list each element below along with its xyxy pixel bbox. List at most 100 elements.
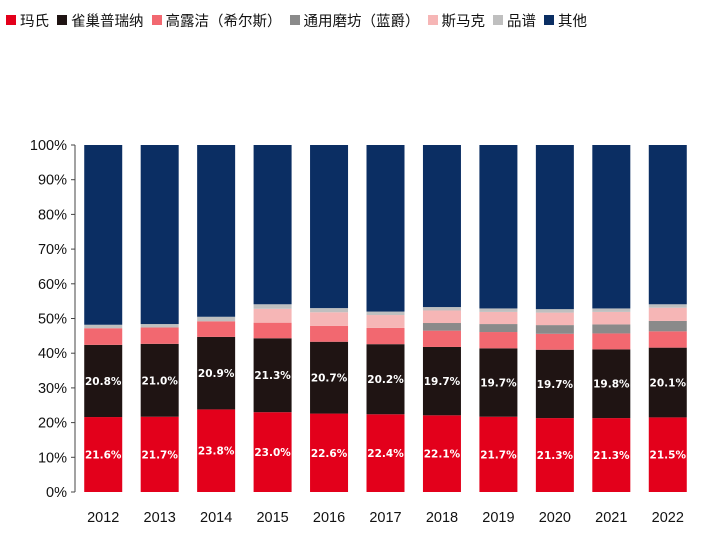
data-label: 20.9% <box>198 368 235 380</box>
legend-label: 高露洁（希尔斯） <box>165 13 282 30</box>
bar-segment <box>535 145 574 310</box>
bar-segment <box>197 145 236 317</box>
data-label: 21.6% <box>85 450 122 462</box>
bar-segment <box>648 320 687 332</box>
legend-swatch <box>151 15 162 25</box>
y-tick-label: 60% <box>38 277 67 293</box>
bar-segment <box>366 145 405 312</box>
bar-segment <box>366 311 405 316</box>
legend-swatch <box>289 15 300 25</box>
y-tick-label: 50% <box>38 312 67 328</box>
legend-item: 斯马克 <box>427 10 486 31</box>
x-tick-label: 2020 <box>539 510 571 526</box>
y-tick-label: 80% <box>38 207 67 223</box>
bar-segment <box>592 333 631 350</box>
bar-segment <box>253 338 292 413</box>
x-tick-label: 2014 <box>200 510 232 526</box>
bar-segment <box>310 325 349 342</box>
bar-segment <box>310 413 349 492</box>
bar-segment <box>140 343 179 417</box>
legend-swatch <box>427 15 438 25</box>
bar-segment <box>310 312 349 326</box>
bar-segment <box>648 304 687 308</box>
bar-segment <box>535 349 574 419</box>
bar-segment <box>479 324 518 333</box>
bar-segment <box>140 324 179 328</box>
legend-item: 其他 <box>544 10 587 31</box>
data-label: 21.0% <box>141 375 178 387</box>
data-label: 21.3% <box>593 450 630 462</box>
bar-segment <box>592 349 631 419</box>
y-tick-label: 90% <box>38 173 67 189</box>
bar-segment <box>253 308 292 323</box>
bar-segment <box>479 145 518 309</box>
bar-segment <box>84 324 123 329</box>
bar-segment <box>592 418 631 492</box>
data-label: 19.8% <box>593 379 630 391</box>
data-label: 21.3% <box>537 450 574 462</box>
bar-segment <box>535 309 574 313</box>
legend-label: 玛氏 <box>20 13 49 30</box>
legend-label: 其他 <box>558 13 587 30</box>
bar-segment <box>535 333 574 350</box>
bar-segment <box>648 347 687 418</box>
data-label: 21.7% <box>480 449 517 461</box>
x-tick-label: 2022 <box>652 510 684 526</box>
bar-segment <box>84 344 123 418</box>
bar-segment <box>84 328 123 345</box>
legend-label: 品谱 <box>507 13 536 30</box>
bar-segment <box>592 145 631 309</box>
bar-segment <box>253 145 292 305</box>
y-tick-label: 30% <box>38 381 67 397</box>
legend: 玛氏 雀巢普瑞纳 高露洁（希尔斯） 通用磨坊（蓝爵） 斯马克 品谱 其他 <box>6 8 704 32</box>
x-tick-label: 2019 <box>482 510 514 526</box>
data-label: 22.6% <box>311 448 348 460</box>
bar-segment <box>422 310 461 324</box>
y-tick-label: 20% <box>38 416 67 432</box>
x-tick-label: 2021 <box>595 510 627 526</box>
bar-segment <box>140 327 179 344</box>
data-label: 23.8% <box>198 446 235 458</box>
bar-segment <box>310 341 349 414</box>
data-label: 22.1% <box>424 449 461 461</box>
bar-segment <box>84 417 123 492</box>
legend-item: 通用磨坊（蓝爵） <box>289 10 420 31</box>
y-tick-label: 40% <box>38 346 67 362</box>
x-tick-label: 2015 <box>256 510 288 526</box>
x-tick-label: 2018 <box>426 510 458 526</box>
legend-swatch <box>57 15 67 25</box>
bar-segment <box>253 322 292 339</box>
bar-segment <box>366 344 405 415</box>
bar-segment <box>535 325 574 334</box>
data-label: 22.4% <box>367 448 404 460</box>
bar-segment <box>479 308 518 312</box>
bar-segment <box>197 316 236 322</box>
bar-segment <box>479 332 518 349</box>
bar-segment <box>422 323 461 331</box>
bar-segment <box>422 346 461 416</box>
bar-segment <box>648 417 687 492</box>
legend-swatch <box>493 15 503 25</box>
bar-segment <box>479 348 518 417</box>
y-tick-label: 100% <box>30 138 67 154</box>
bar-segment <box>366 414 405 492</box>
data-label: 20.1% <box>650 378 687 390</box>
data-label: 21.5% <box>650 450 687 462</box>
data-label: 21.7% <box>141 449 178 461</box>
data-label: 21.3% <box>254 370 291 382</box>
legend-item: 高露洁（希尔斯） <box>151 10 282 31</box>
bar-segment <box>422 145 461 308</box>
data-label: 20.8% <box>85 376 122 388</box>
bar-segment <box>422 307 461 311</box>
x-tick-label: 2013 <box>144 510 176 526</box>
legend-swatch <box>6 15 16 25</box>
legend-label: 斯马克 <box>441 13 486 30</box>
bar-segment <box>592 311 631 325</box>
bar-segment <box>592 324 631 334</box>
x-tick-label: 2017 <box>369 510 401 526</box>
y-tick-label: 70% <box>38 242 67 258</box>
bar-segment <box>366 315 405 328</box>
x-tick-label: 2016 <box>313 510 345 526</box>
bar-segment <box>479 416 518 492</box>
